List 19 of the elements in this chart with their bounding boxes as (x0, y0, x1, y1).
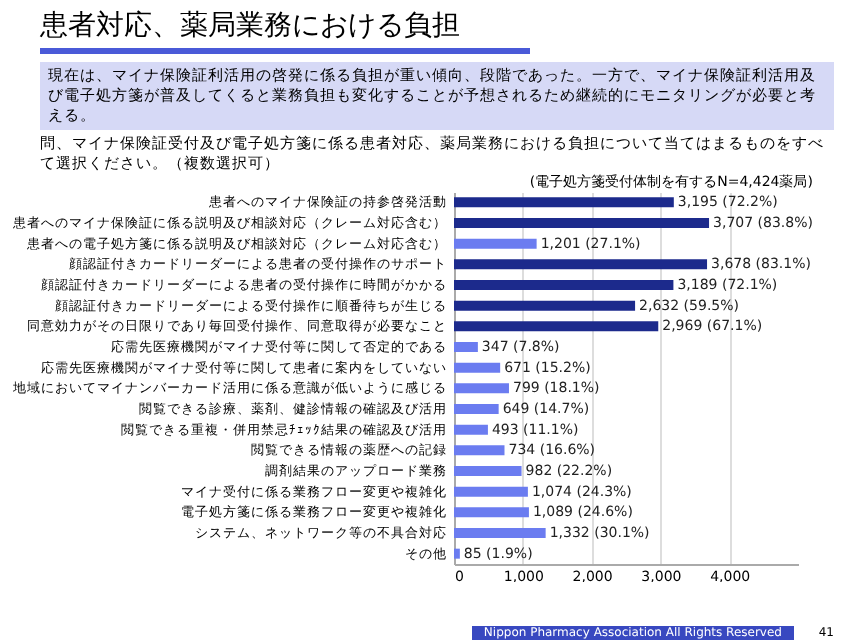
bar (454, 466, 522, 476)
bar (454, 548, 460, 559)
bar (454, 404, 499, 414)
bar (454, 280, 674, 290)
bar (454, 507, 529, 518)
bar (454, 383, 509, 394)
bar (454, 300, 636, 311)
bar (454, 362, 501, 373)
bar (454, 321, 659, 332)
bar (454, 342, 478, 352)
bar (454, 238, 537, 249)
bar (454, 424, 488, 435)
chart-title: 患者対応、薬局業務における負担 (40, 8, 530, 54)
bar (454, 218, 710, 228)
bar (454, 445, 505, 456)
bar (454, 486, 528, 497)
bar (454, 259, 708, 270)
bar (454, 197, 674, 208)
bar (454, 528, 546, 538)
